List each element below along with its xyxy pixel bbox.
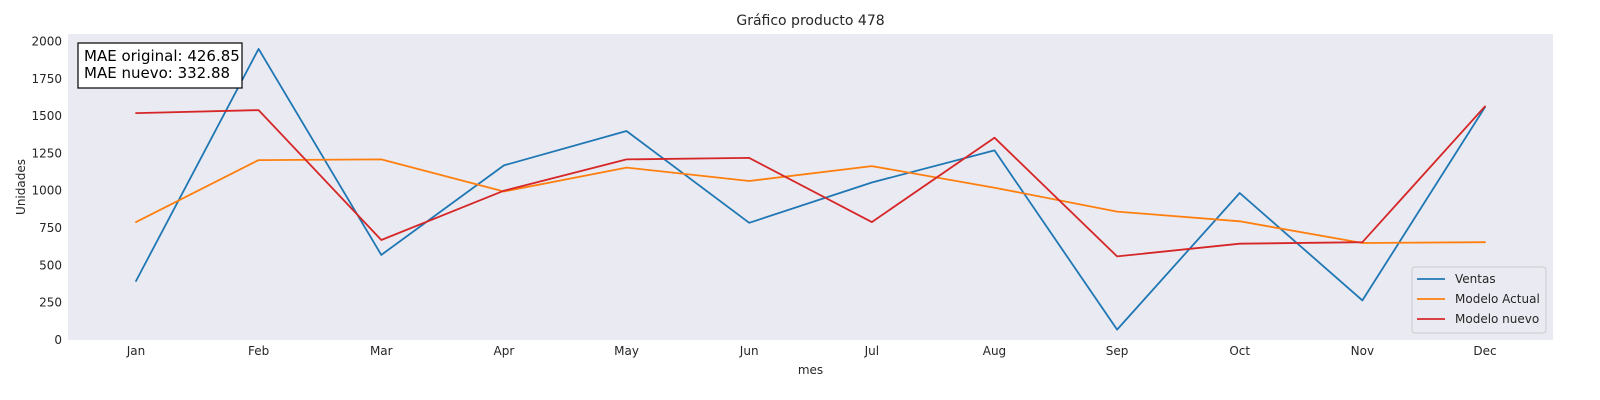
- x-tick-label: Oct: [1229, 344, 1250, 358]
- annotation-line: MAE original: 426.85: [84, 47, 240, 65]
- y-tick-label: 1000: [31, 184, 62, 198]
- legend-label: Modelo nuevo: [1455, 312, 1539, 326]
- x-tick-label: Nov: [1351, 344, 1374, 358]
- x-tick-label: Jan: [126, 344, 146, 358]
- legend-label: Ventas: [1455, 272, 1496, 286]
- y-tick-label: 2000: [31, 34, 62, 48]
- x-tick-label: Jun: [739, 344, 759, 358]
- y-tick-label: 1250: [31, 146, 62, 160]
- x-tick-label: Feb: [248, 344, 269, 358]
- series-line-modelo-actual: [135, 158, 1486, 244]
- x-tick-label: May: [614, 344, 639, 358]
- x-tick-label: Aug: [983, 344, 1006, 358]
- x-tick-label: Jul: [864, 344, 879, 358]
- annotation-box: [77, 42, 243, 89]
- x-tick-label: Mar: [370, 344, 393, 358]
- x-tick-label: Apr: [494, 344, 515, 358]
- series-line-modelo-nuevo: [135, 105, 1486, 258]
- legend-box: [1411, 266, 1547, 334]
- y-tick-label: 750: [39, 221, 62, 235]
- y-tick-label: 250: [39, 296, 62, 310]
- x-tick-label: Sep: [1106, 344, 1129, 358]
- chart-title: Gráfico producto 478: [736, 13, 884, 29]
- legend: Ventas Modelo Actual Modelo nuevo: [1411, 266, 1547, 334]
- y-tick-label: 0: [54, 333, 62, 347]
- annotation-line: MAE nuevo: 332.88: [84, 64, 230, 82]
- y-axis-label: Unidades: [14, 159, 28, 215]
- legend-label: Modelo Actual: [1455, 292, 1540, 306]
- x-axis-ticks: Jan Feb Mar Apr May Jun Jul Aug Sep Oct Nov Dec: [126, 344, 1497, 358]
- y-tick-label: 500: [39, 258, 62, 272]
- y-axis-ticks: 0 250 500 750 1000 1250 1500 1750 2000: [31, 34, 62, 347]
- x-axis-label: mes: [798, 363, 823, 377]
- series-line-ventas: [135, 48, 1486, 331]
- y-tick-label: 1750: [31, 72, 62, 86]
- x-tick-label: Dec: [1473, 344, 1496, 358]
- plot-area: [68, 34, 1553, 340]
- series-lines: [135, 48, 1486, 331]
- y-tick-label: 1500: [31, 109, 62, 123]
